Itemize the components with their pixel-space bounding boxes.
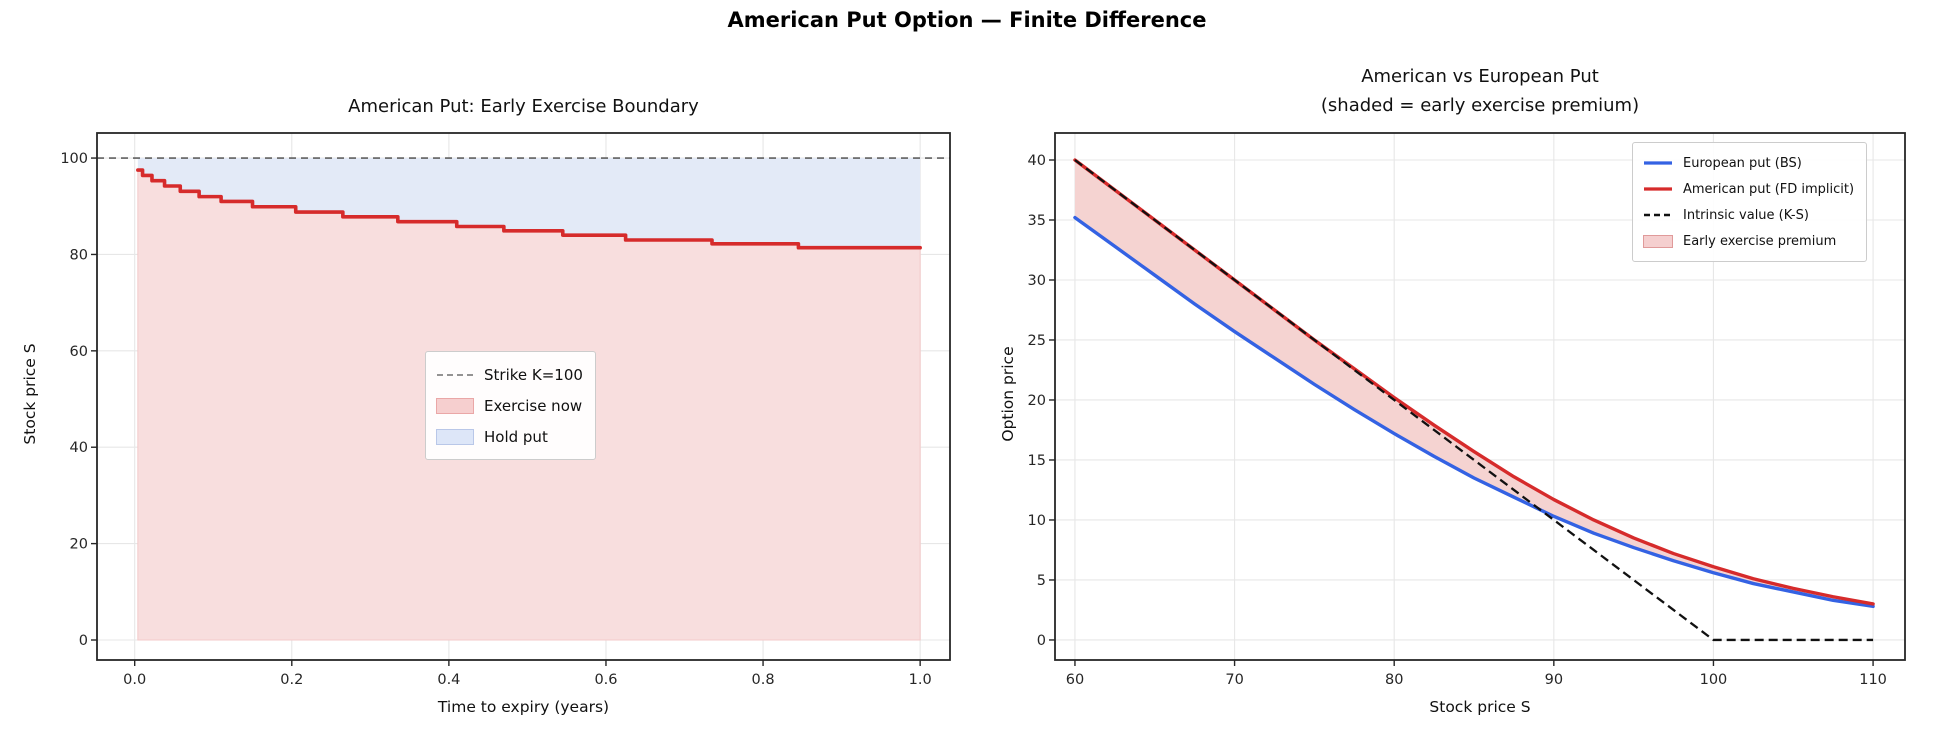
y-tick-label: 25 xyxy=(1028,333,1046,349)
left-x-axis-label: Time to expiry (years) xyxy=(437,698,610,716)
legend-item-exercise-now: Exercise now xyxy=(436,390,583,421)
blue-patch-icon xyxy=(436,428,474,445)
legend-label: Early exercise premium xyxy=(1683,233,1837,249)
legend-item-european-put: European put (BS) xyxy=(1643,150,1854,176)
x-tick-label: 70 xyxy=(1225,672,1243,688)
figure-title: American Put Option — Finite Difference xyxy=(727,8,1207,32)
black-dashed-line-icon xyxy=(1643,212,1673,218)
hold-put-region xyxy=(137,158,921,248)
y-tick-label: 5 xyxy=(1037,573,1046,589)
axes-frame xyxy=(1054,132,1906,661)
right-y-axis-label: Option price xyxy=(999,346,1017,442)
legend-label: Exercise now xyxy=(484,396,583,415)
x-tick-label: 0.4 xyxy=(437,672,460,688)
y-tick-label: 100 xyxy=(60,151,88,167)
legend-label: Intrinsic value (K-S) xyxy=(1683,207,1809,223)
x-tick-label: 0.8 xyxy=(752,672,775,688)
left-y-axis-label: Stock price S xyxy=(21,343,39,445)
legend-item-hold-put: Hold put xyxy=(436,421,583,452)
legend-item-strike: Strike K=100 xyxy=(436,359,583,390)
y-tick-label: 20 xyxy=(70,537,88,553)
european-put-line xyxy=(1073,215,1875,609)
pink-patch-icon xyxy=(436,397,474,414)
legend-item-american-put: American put (FD implicit) xyxy=(1643,176,1854,202)
right-plot-title: American vs European Put (shaded = early… xyxy=(1055,62,1905,120)
left-plot-title: American Put: Early Exercise Boundary xyxy=(348,96,699,117)
legend-item-intrinsic-value: Intrinsic value (K-S) xyxy=(1643,202,1854,228)
right-plot-title-line1: American vs European Put xyxy=(1361,66,1599,87)
right-legend: European put (BS) American put (FD impli… xyxy=(1632,142,1868,262)
x-tick-label: 60 xyxy=(1066,672,1084,688)
y-tick-label: 80 xyxy=(70,247,88,263)
y-tick-label: 30 xyxy=(1028,273,1046,289)
x-tick-label: 90 xyxy=(1545,672,1563,688)
pink-patch-icon xyxy=(1643,234,1673,248)
red-line-icon xyxy=(1643,186,1673,192)
exercise-boundary-line xyxy=(136,168,922,250)
y-tick-label: 40 xyxy=(70,440,88,456)
right-plot-title-line2: (shaded = early exercise premium) xyxy=(1320,95,1640,116)
legend-label: European put (BS) xyxy=(1683,155,1802,171)
x-tick-label: 100 xyxy=(1700,672,1728,688)
gray-dashed-line-icon xyxy=(436,372,474,378)
x-tick-label: 0.2 xyxy=(280,672,303,688)
y-tick-label: 35 xyxy=(1028,213,1046,229)
blue-line-icon xyxy=(1643,160,1673,166)
left-legend: Strike K=100 Exercise now Hold put xyxy=(425,351,596,460)
x-tick-label: 0.0 xyxy=(123,672,146,688)
x-tick-label: 0.6 xyxy=(594,672,617,688)
x-tick-label: 1.0 xyxy=(909,672,932,688)
y-tick-label: 0 xyxy=(79,633,88,649)
legend-item-premium: Early exercise premium xyxy=(1643,228,1854,254)
x-tick-label: 110 xyxy=(1859,672,1887,688)
legend-label: American put (FD implicit) xyxy=(1683,181,1855,197)
axes-frame xyxy=(96,132,951,661)
y-tick-label: 15 xyxy=(1028,453,1046,469)
american-put-line xyxy=(1073,158,1875,606)
legend-label: Hold put xyxy=(484,427,548,446)
y-tick-label: 0 xyxy=(1037,633,1046,649)
y-tick-label: 10 xyxy=(1028,513,1046,529)
right-x-axis-label: Stock price S xyxy=(1429,698,1531,716)
y-tick-label: 60 xyxy=(70,344,88,360)
y-tick-label: 40 xyxy=(1028,153,1046,169)
y-tick-label: 20 xyxy=(1028,393,1046,409)
legend-label: Strike K=100 xyxy=(484,365,583,384)
x-tick-label: 80 xyxy=(1385,672,1403,688)
